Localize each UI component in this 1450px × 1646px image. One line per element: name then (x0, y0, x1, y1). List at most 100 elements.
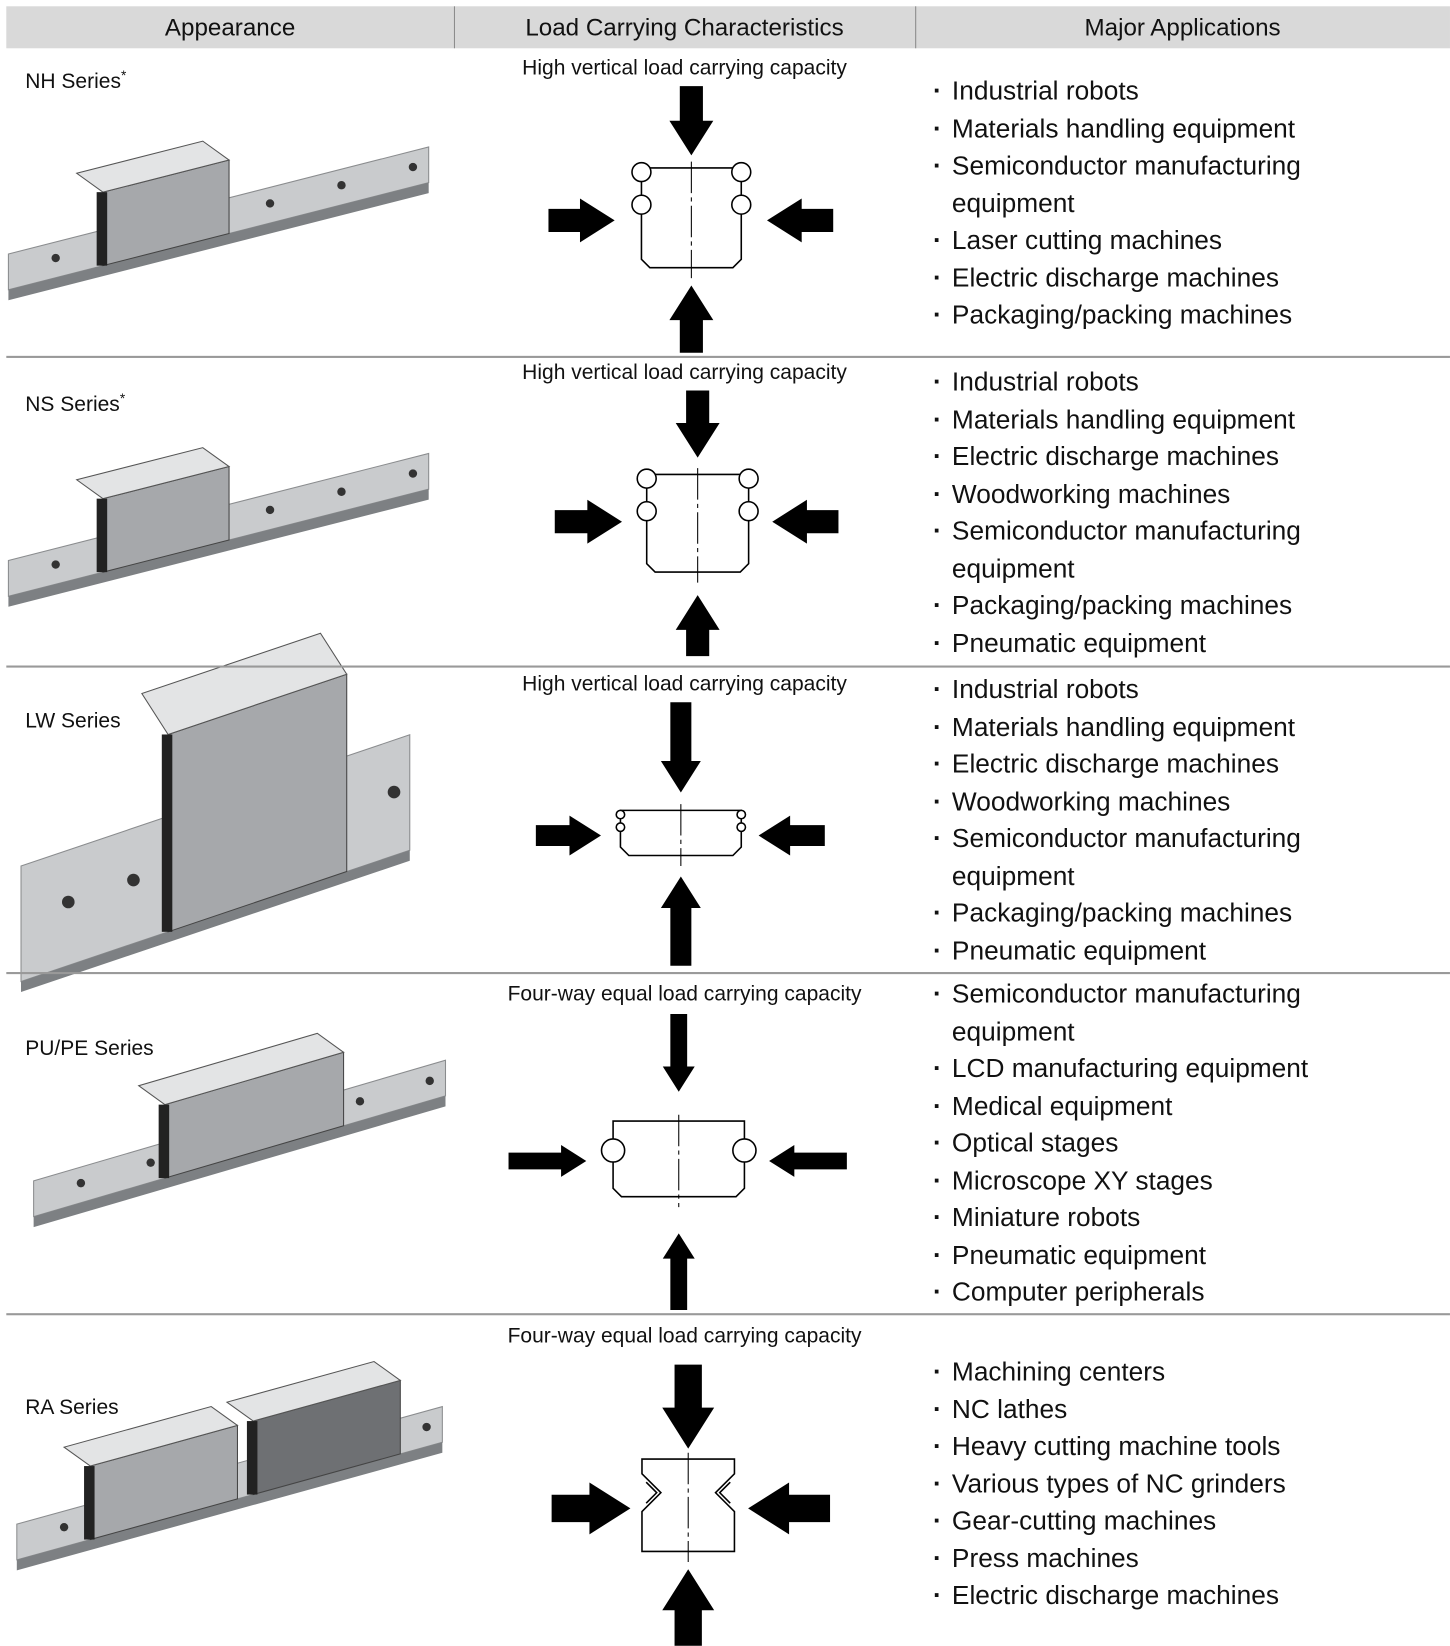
row-separator (6, 1313, 1450, 1316)
column-separator (915, 6, 917, 49)
application-item: Materials handling equipment (933, 402, 1364, 439)
application-item: Industrial robots (933, 672, 1364, 709)
ball (731, 194, 752, 215)
rail-side (16, 1442, 443, 1571)
ball (738, 468, 759, 489)
application-item: Electric discharge machines (933, 439, 1364, 476)
ball (731, 161, 752, 183)
application-item: Materials handling equipment (933, 111, 1364, 148)
ball (631, 194, 652, 215)
load-arrow (748, 1482, 831, 1535)
ball (738, 500, 759, 522)
ball (736, 809, 747, 820)
carriage-top (75, 140, 231, 193)
rail-hole (408, 469, 418, 478)
rail-hole (337, 487, 346, 496)
column-header: Appearance (6, 6, 454, 49)
ball (736, 822, 747, 833)
applications-list: Industrial robotsMaterials handling equi… (933, 73, 1364, 334)
application-item: Packaging/packing machines (933, 297, 1364, 334)
ball (615, 809, 626, 820)
series-name: LW Series (25, 710, 120, 734)
rail-hole (51, 253, 60, 263)
rail-hole (61, 895, 75, 909)
rail-hole (127, 873, 140, 887)
column-header: Load Carrying Characteristics (453, 6, 916, 49)
applications-list: Industrial robotsMaterials handling equi… (933, 364, 1364, 662)
load-arrow (767, 198, 834, 243)
ball (732, 1138, 757, 1163)
application-item: Various types of NC grinders (933, 1466, 1364, 1503)
column-separator (453, 6, 455, 49)
load-characteristic: High vertical load carrying capacity (522, 672, 847, 696)
load-arrow (669, 285, 714, 353)
load-arrow (660, 702, 701, 793)
load-characteristic: High vertical load carrying capacity (522, 56, 847, 80)
series-name: RA Series (25, 1396, 118, 1420)
load-arrow (675, 390, 720, 458)
load-arrow (662, 1364, 715, 1449)
series-label: RA Series (25, 1396, 119, 1420)
application-item: Industrial robots (933, 364, 1364, 401)
series-name: NS Series* (25, 390, 125, 417)
series-name: PU/PE Series (25, 1037, 153, 1061)
applications-list: Semiconductor manufacturing equipmentLCD… (933, 976, 1364, 1311)
load-arrow (662, 1014, 695, 1092)
rail-hole (265, 199, 275, 208)
load-characteristic: Four-way equal load carrying capacity (507, 982, 862, 1006)
load-arrow (551, 1482, 631, 1535)
series-name: NH Series* (25, 67, 126, 94)
load-arrow (508, 1145, 587, 1177)
application-item: Semiconductor manufacturing equipment (933, 976, 1364, 1051)
series-label: LW Series (25, 709, 121, 733)
ball (631, 161, 652, 183)
row-separator (6, 355, 1450, 358)
application-item: Semiconductor manufacturing equipment (933, 821, 1364, 896)
application-item: Semiconductor manufacturing equipment (933, 513, 1364, 588)
application-item: Medical equipment (933, 1088, 1364, 1125)
footnote-mark: * (120, 67, 127, 83)
application-item: NC lathes (933, 1391, 1364, 1428)
series-label: NH Series (25, 69, 121, 94)
application-item: Microscope XY stages (933, 1163, 1364, 1200)
rail-hole (51, 560, 60, 569)
series-label: PU/PE Series (25, 1037, 154, 1061)
row-separator (6, 972, 1450, 975)
end-seal (84, 1466, 95, 1540)
load-arrow (662, 1233, 695, 1311)
rail-side (21, 850, 410, 992)
load-arrow (769, 1145, 847, 1177)
rail-side (8, 182, 429, 301)
end-seal (246, 1421, 258, 1495)
application-item: Pneumatic equipment (933, 625, 1364, 662)
load-arrow (772, 499, 839, 544)
application-item: Gear-cutting machines (933, 1503, 1364, 1540)
carriage-top (225, 1360, 402, 1422)
application-item: Machining centers (933, 1354, 1364, 1391)
carriage-top (137, 1032, 345, 1106)
ball (615, 822, 626, 833)
application-item: Optical stages (933, 1125, 1364, 1162)
applications-list: Industrial robotsMaterials handling equi… (933, 672, 1364, 970)
application-item: Pneumatic equipment (933, 1237, 1364, 1274)
application-item: Industrial robots (933, 73, 1364, 110)
rail-side (8, 489, 429, 607)
carriage-top (141, 632, 348, 736)
application-item: Woodworking machines (933, 784, 1364, 821)
rail-hole (387, 785, 401, 799)
application-item: Heavy cutting machine tools (933, 1429, 1364, 1466)
rail-hole (76, 1178, 86, 1188)
series-label: NS Series (25, 393, 120, 417)
application-item: Materials handling equipment (933, 709, 1364, 746)
application-item: Pneumatic equipment (933, 933, 1364, 970)
ball (600, 1138, 626, 1163)
application-item: Packaging/packing machines (933, 895, 1364, 932)
end-seal (96, 192, 108, 266)
carriage-top (62, 1405, 239, 1467)
load-arrow (758, 815, 825, 856)
carriage-top (75, 447, 231, 500)
application-item: Miniature robots (933, 1200, 1364, 1237)
load-arrow (669, 86, 714, 156)
end-seal (96, 498, 108, 573)
load-characteristic: High vertical load carrying capacity (522, 361, 847, 385)
